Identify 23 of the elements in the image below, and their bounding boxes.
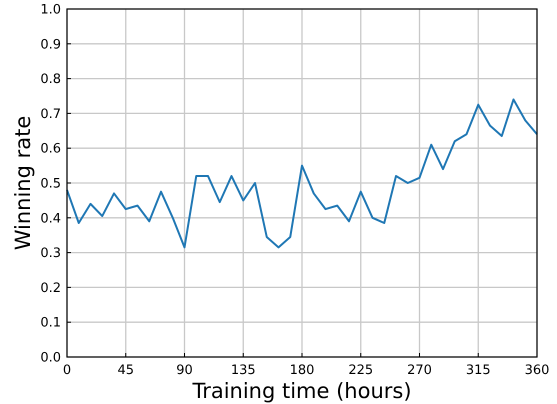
x-tick-label: 315: [466, 363, 491, 378]
y-axis-title: Winning rate: [11, 116, 35, 250]
y-tick-label: 0.3: [40, 246, 61, 262]
x-tick-label: 270: [407, 363, 432, 378]
y-tick-label: 0.8: [40, 72, 61, 88]
y-tick-label: 0.1: [40, 316, 61, 331]
line-series: [66, 98, 538, 248]
y-tick-label: 0.0: [40, 350, 61, 366]
x-tick-label: 135: [230, 363, 256, 378]
x-axis-title: Training time (hours): [191, 379, 412, 403]
x-tick-label: 0: [62, 363, 72, 378]
x-tick-label: 90: [176, 363, 193, 378]
x-tick-label: 180: [290, 363, 314, 378]
y-tick-label: 0.4: [40, 211, 61, 226]
y-tick-label: 1.0: [40, 2, 61, 18]
y-tick-label: 0.2: [40, 280, 61, 296]
x-tick-label: 360: [524, 363, 550, 378]
y-tick-label: 0.7: [40, 106, 61, 122]
x-tick-label: 45: [117, 363, 134, 378]
y-tick-label: 0.6: [40, 142, 61, 157]
y-tick-label: 0.5: [40, 176, 61, 192]
x-tick-label: 225: [348, 363, 374, 378]
y-tick-label: 0.9: [40, 37, 61, 52]
